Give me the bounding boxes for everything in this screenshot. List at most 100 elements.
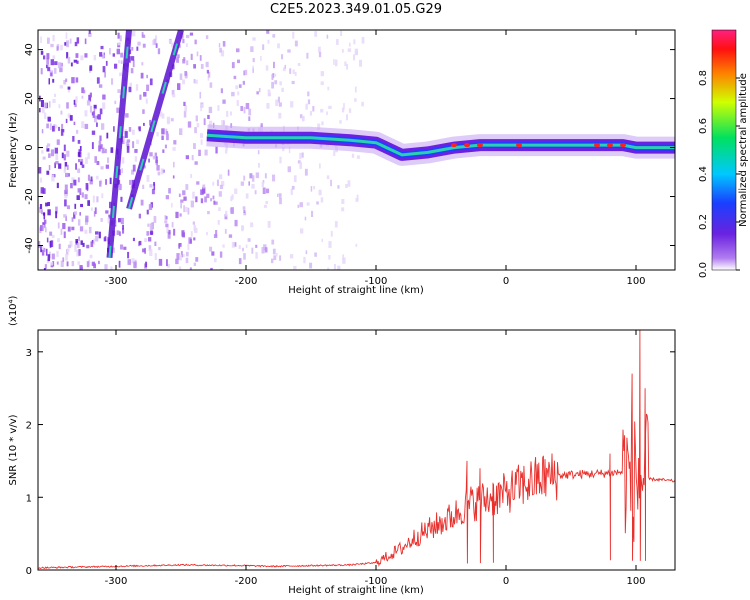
x-tick-label: -300: [105, 276, 128, 287]
scatter-speck: [89, 65, 93, 71]
scatter-speck: [50, 59, 54, 66]
scatter-speck: [42, 156, 46, 160]
scatter-speck: [165, 195, 169, 200]
scatter-speck: [346, 63, 349, 70]
scatter-speck: [193, 262, 196, 266]
scatter-speck: [184, 71, 188, 76]
scatter-speck: [291, 80, 295, 85]
scatter-speck: [65, 253, 68, 261]
scatter-speck: [49, 231, 53, 236]
scatter-speck: [213, 200, 216, 205]
scatter-speck: [167, 263, 170, 268]
scatter-speck: [176, 253, 180, 260]
scatter-speck: [233, 75, 237, 80]
scatter-speck: [289, 254, 294, 259]
scatter-speck: [70, 62, 73, 67]
scatter-speck: [43, 102, 48, 108]
scatter-speck: [148, 204, 153, 210]
scatter-speck: [55, 211, 58, 219]
ridge-core: [206, 133, 675, 157]
scatter-speck: [187, 243, 190, 251]
scatter-speck: [57, 238, 60, 243]
scatter-speck: [262, 44, 265, 50]
scatter-speck: [260, 123, 263, 128]
scatter-speck: [154, 241, 157, 246]
scatter-speck: [66, 261, 69, 267]
scatter-speck: [90, 241, 94, 247]
scatter-speck: [317, 123, 321, 130]
scatter-speck: [101, 193, 104, 199]
scatter-speck: [353, 54, 356, 61]
scatter-speck: [167, 120, 170, 125]
scatter-speck: [142, 248, 146, 253]
scatter-speck: [354, 48, 359, 55]
scatter-speck: [102, 102, 106, 110]
scatter-speck: [251, 183, 255, 189]
scatter-speck: [164, 220, 168, 224]
spectrogram-ridge: [206, 124, 675, 166]
snr-x-label: Height of straight line (km): [288, 585, 424, 596]
ridge-hotspot: [464, 143, 470, 148]
scatter-speck: [80, 161, 83, 166]
scatter-speck: [96, 77, 100, 84]
scatter-speck: [43, 212, 46, 220]
scatter-speck: [257, 150, 260, 155]
scatter-speck: [256, 91, 259, 95]
scatter-speck: [67, 113, 71, 118]
scatter-speck: [206, 232, 208, 236]
scatter-speck: [202, 187, 206, 194]
scatter-speck: [81, 192, 84, 198]
scatter-speck: [84, 123, 89, 129]
x-tick-label: -100: [365, 576, 388, 587]
diagonal-streak-1: [106, 30, 132, 259]
scatter-speck: [56, 182, 59, 189]
scatter-speck: [63, 214, 67, 218]
scatter-speck: [69, 38, 72, 44]
scatter-speck: [71, 261, 75, 267]
scatter-speck: [182, 59, 186, 64]
scatter-speck: [195, 115, 198, 122]
y-tick-label: 0: [26, 566, 32, 577]
scatter-speck: [60, 110, 63, 115]
scatter-speck: [356, 155, 360, 159]
scatter-speck: [168, 39, 173, 44]
scatter-speck: [103, 237, 106, 242]
scatter-speck: [220, 181, 225, 186]
scatter-speck: [211, 251, 215, 256]
scatter-speck: [216, 179, 219, 186]
scatter-speck: [64, 162, 68, 167]
scatter-speck: [208, 120, 213, 128]
scatter-speck: [341, 199, 345, 204]
scatter-speck: [264, 247, 268, 253]
snr-y-label: SNR (10 * v/v): [8, 414, 19, 485]
scatter-speck: [129, 82, 133, 87]
scatter-speck: [46, 148, 50, 152]
scatter-speck: [342, 257, 346, 264]
scatter-speck: [54, 162, 56, 169]
scatter-speck: [243, 253, 246, 260]
scatter-speck: [185, 251, 189, 257]
scatter-speck: [271, 74, 274, 80]
scatter-speck: [120, 244, 124, 250]
figure-title: C2E5.2023.349.01.05.G29: [269, 2, 443, 17]
scatter-speck: [161, 128, 165, 135]
scatter-speck: [101, 54, 105, 59]
scatter-speck: [305, 250, 308, 255]
scatter-speck: [219, 251, 223, 258]
scatter-speck: [209, 82, 213, 88]
scatter-speck: [314, 31, 318, 37]
scatter-speck: [85, 183, 89, 190]
scatter-speck: [200, 64, 204, 69]
scatter-speck: [114, 100, 117, 105]
scatter-speck: [46, 53, 50, 60]
scatter-speck: [278, 102, 282, 107]
scatter-speck: [354, 98, 357, 102]
scatter-speck: [178, 243, 181, 249]
scatter-speck: [104, 72, 106, 78]
scatter-speck: [53, 93, 57, 97]
scatter-speck: [316, 201, 319, 205]
scatter-speck: [314, 252, 317, 257]
y-tick-label: 2: [26, 421, 32, 432]
scatter-speck: [190, 173, 193, 179]
scatter-speck: [252, 65, 254, 69]
